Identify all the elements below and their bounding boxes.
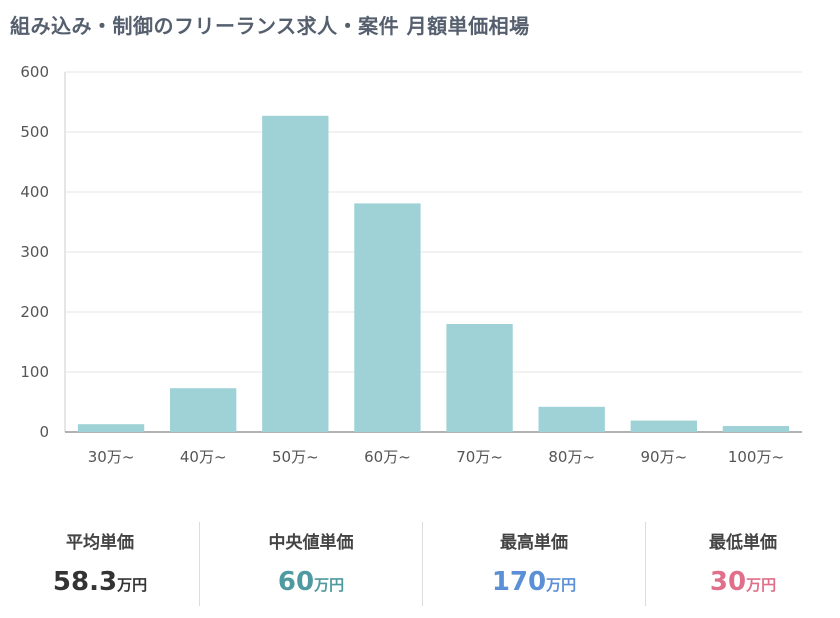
stat-min-number: 30 [709,567,747,597]
chart-bars [77,115,790,433]
bar-7 [722,426,790,432]
stat-average-number: 58.3 [52,567,118,597]
x-tick-label: 80万~ [548,448,595,466]
stat-min-unit: 万円 [746,576,777,594]
stat-median-number: 60 [277,567,315,597]
stat-median: 中央値単価 60万円 [200,522,422,606]
bar-1 [170,388,237,432]
x-tick-label: 40万~ [180,448,227,466]
bar-chart: 0 100 200 300 400 500 600 30万~ 40万~ 50万~ 60万~ 70万~… [20,63,802,466]
stat-divider [645,522,646,606]
stat-min-label: 最低単価 [709,533,777,553]
x-tick-label: 60万~ [364,448,411,466]
y-tick-label: 500 [20,123,49,141]
y-tick-label: 0 [39,423,49,441]
x-tick-label: 90万~ [640,448,687,466]
stat-divider [199,522,200,606]
stat-min-value: 30万円 [646,567,840,597]
stat-max-value: 170万円 [423,567,645,597]
stat-max-unit: 万円 [546,576,577,594]
stat-divider [422,522,423,606]
x-tick-label: 100万~ [728,448,784,466]
bar-4 [446,324,513,432]
stat-max-label: 最高単価 [500,533,568,553]
stat-median-label: 中央値単価 [268,533,354,553]
y-tick-label: 400 [20,183,49,201]
bar-3 [354,203,421,432]
stat-average-unit: 万円 [117,576,148,594]
y-tick-label: 100 [20,363,49,381]
bar-5 [538,406,605,432]
stat-max: 最高単価 170万円 [423,522,645,606]
stat-median-value: 60万円 [200,567,422,597]
stat-median-unit: 万円 [314,576,345,594]
price-stats: 平均単価 58.3万円 中央値単価 60万円 最高単価 170万円 最低単価 3… [0,522,840,606]
stat-average-value: 58.3万円 [0,567,200,597]
stat-max-number: 170 [491,567,547,597]
bar-0 [77,424,145,432]
y-axis-ticks: 0 100 200 300 400 500 600 [20,63,49,441]
x-tick-label: 50万~ [272,448,319,466]
y-tick-label: 600 [20,63,49,81]
stat-average-label: 平均単価 [66,533,134,553]
y-tick-label: 300 [20,243,49,261]
x-tick-label: 70万~ [456,448,503,466]
x-tick-label: 30万~ [88,448,135,466]
chart-title: 組み込み・制御のフリーランス求人・案件 月額単価相場 [10,14,530,38]
y-tick-label: 200 [20,303,49,321]
bar-2 [262,115,329,433]
bar-6 [630,420,697,432]
x-axis-ticks: 30万~ 40万~ 50万~ 60万~ 70万~ 80万~ 90万~ 100万~ [88,448,784,466]
chart-grid [64,71,802,433]
stat-min: 最低単価 30万円 [646,522,840,606]
stat-average: 平均単価 58.3万円 [0,522,200,606]
